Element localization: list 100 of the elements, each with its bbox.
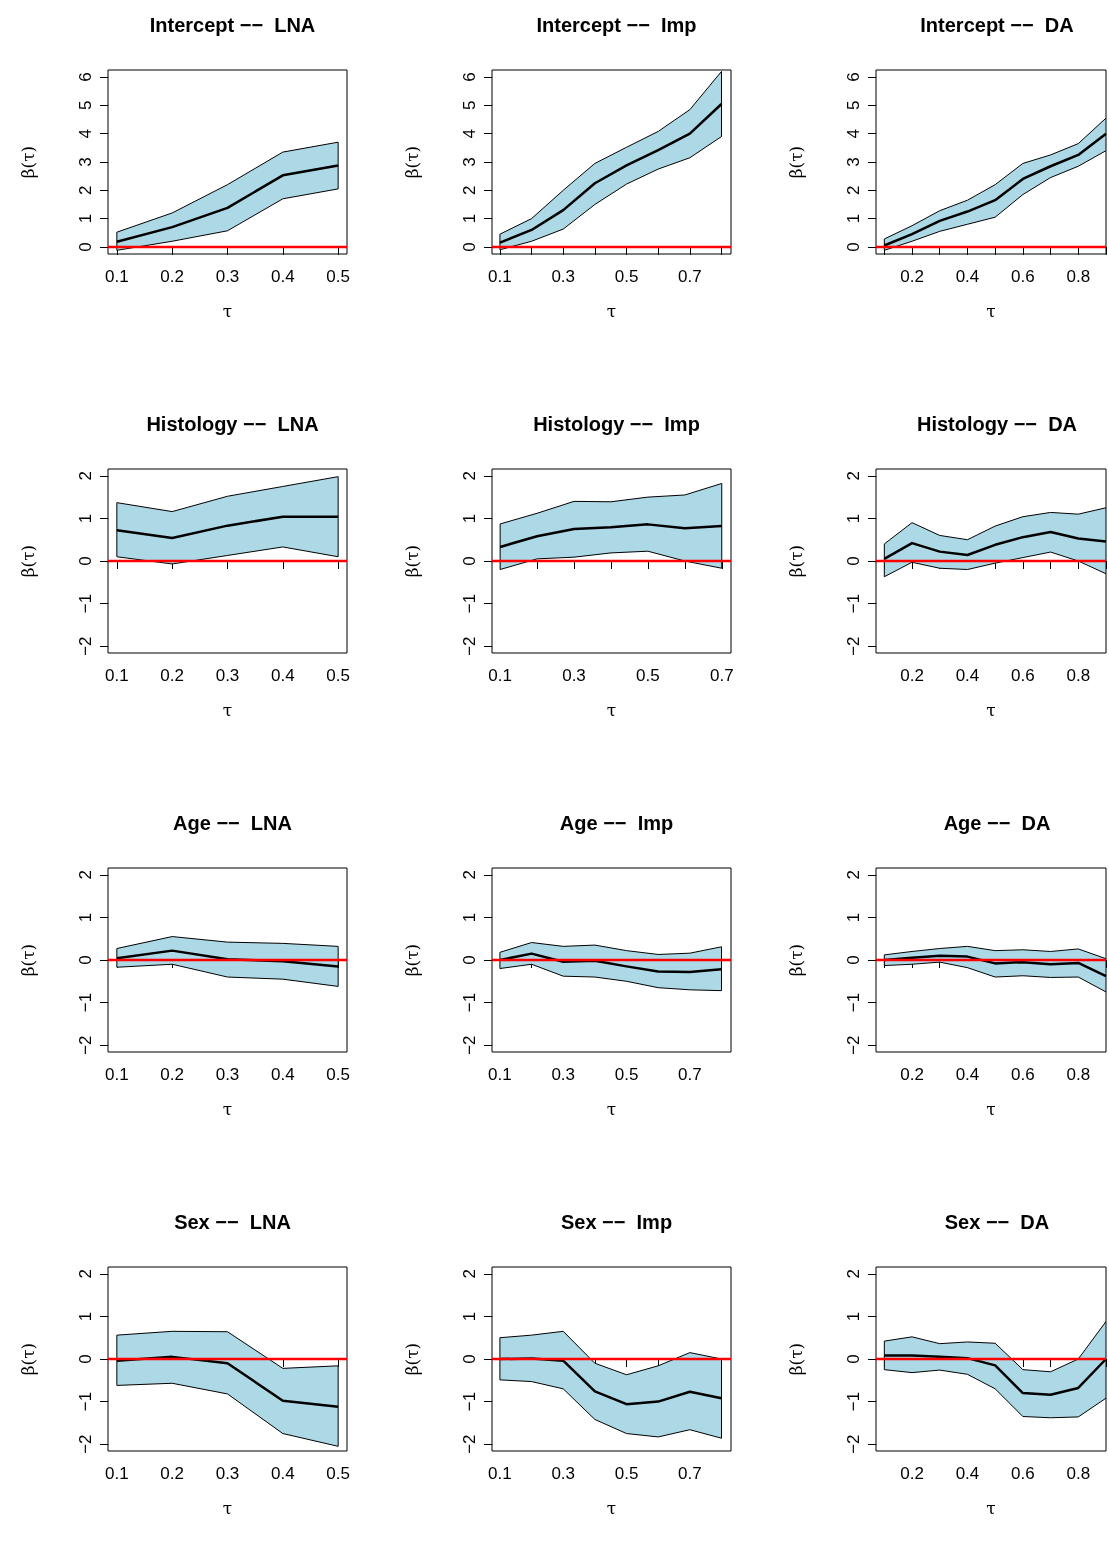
x-tick-label: 0.1 (488, 1464, 512, 1483)
chart-title: Histology −− Imp (533, 413, 700, 435)
x-tick-label: 0.2 (160, 267, 184, 286)
y-tick-label: 0 (844, 556, 863, 566)
y-tick-label: −1 (76, 593, 95, 614)
x-tick-label: 0.7 (678, 1464, 702, 1483)
y-tick-label: 1 (76, 1311, 95, 1322)
x-tick-label: 0.3 (551, 267, 576, 286)
y-tick-label: 2 (844, 185, 863, 196)
x-tick-label: 0.4 (955, 1464, 980, 1483)
y-tick-label: −2 (460, 636, 479, 656)
x-tick-label: 0.2 (900, 1464, 924, 1483)
y-tick-label: 0 (460, 955, 479, 965)
y-tick-label: −2 (76, 1035, 95, 1055)
y-tick-label: −1 (460, 593, 479, 614)
y-tick-label: 1 (460, 513, 479, 524)
y-tick-label: 1 (844, 213, 863, 224)
y-axis-title: β(τ) (17, 145, 38, 179)
x-axis-title: τ (606, 1497, 617, 1518)
y-tick-label: −1 (460, 1391, 479, 1412)
y-tick-label: −2 (844, 1035, 863, 1055)
y-tick-label: 6 (76, 72, 95, 82)
x-tick-label: 0.4 (955, 666, 980, 685)
y-tick-label: −2 (844, 636, 863, 656)
x-tick-label: 0.6 (1011, 267, 1035, 286)
y-tick-label: −2 (76, 1434, 95, 1454)
y-tick-label: 4 (76, 128, 95, 139)
x-axis-title: τ (986, 1497, 996, 1518)
y-tick-label: −2 (460, 1035, 479, 1055)
x-tick-label: 0.2 (900, 1065, 924, 1084)
x-axis-title: τ (606, 1098, 617, 1119)
x-tick-label: 0.7 (678, 1065, 702, 1084)
x-tick-label: 0.4 (955, 1065, 980, 1084)
chart-title: Intercept −− DA (920, 14, 1074, 36)
x-tick-label: 0.8 (1066, 666, 1091, 685)
x-tick-label: 0.5 (636, 666, 660, 685)
x-tick-label: 0.5 (326, 1065, 350, 1084)
x-tick-label: 0.4 (271, 666, 295, 685)
chart-title: Sex −− LNA (174, 1211, 291, 1233)
chart-title: Age −− DA (943, 812, 1051, 834)
x-tick-label: 0.8 (1066, 267, 1091, 286)
y-tick-label: 1 (460, 912, 479, 923)
chart-title: Intercept −− Imp (536, 14, 697, 36)
y-axis-title: β(τ) (401, 544, 422, 578)
x-tick-label: 0.4 (271, 1464, 295, 1483)
x-tick-label: 0.4 (271, 1065, 295, 1084)
x-tick-label: 0.1 (105, 666, 129, 685)
y-tick-label: 2 (844, 471, 863, 481)
y-tick-label: 2 (844, 870, 863, 880)
x-tick-label: 0.6 (1011, 666, 1035, 685)
x-tick-label: 0.3 (551, 1065, 576, 1084)
chart-title: Histology −− LNA (146, 413, 319, 435)
y-tick-label: 4 (460, 128, 479, 139)
x-tick-label: 0.5 (326, 1464, 350, 1483)
y-tick-label: 0 (460, 242, 479, 252)
y-axis-title: β(τ) (401, 1342, 422, 1376)
x-tick-label: 0.3 (562, 666, 586, 685)
x-tick-label: 0.3 (551, 1464, 576, 1483)
y-tick-label: −1 (76, 992, 95, 1013)
y-axis-title: β(τ) (785, 1342, 806, 1376)
y-tick-label: 6 (460, 72, 479, 82)
y-tick-label: 2 (76, 870, 95, 880)
y-tick-label: 2 (76, 471, 95, 481)
x-tick-label: 0.2 (160, 1065, 184, 1084)
y-tick-label: 1 (844, 912, 863, 923)
y-tick-label: 0 (460, 1354, 479, 1364)
y-tick-label: 5 (844, 100, 863, 111)
y-tick-label: 1 (460, 213, 479, 224)
chart-title: Sex −− DA (944, 1211, 1050, 1233)
x-tick-label: 0.3 (215, 666, 240, 685)
y-tick-label: 5 (76, 100, 95, 111)
y-tick-label: −1 (844, 992, 863, 1013)
y-tick-label: 1 (844, 513, 863, 524)
x-tick-label: 0.1 (488, 267, 512, 286)
x-tick-label: 0.5 (326, 267, 350, 286)
chart-title: Age −− Imp (559, 812, 674, 834)
x-axis-title: τ (222, 300, 233, 321)
x-tick-label: 0.6 (1011, 1065, 1035, 1084)
y-tick-label: 2 (460, 1269, 479, 1279)
y-tick-label: −1 (76, 1391, 95, 1412)
x-tick-label: 0.3 (215, 1065, 240, 1084)
y-tick-label: 1 (76, 912, 95, 923)
x-axis-title: τ (222, 1098, 233, 1119)
x-axis-title: τ (222, 699, 233, 720)
y-tick-label: 0 (76, 556, 95, 566)
x-axis-title: τ (986, 1098, 996, 1119)
y-tick-label: 0 (76, 955, 95, 965)
y-tick-label: 6 (844, 72, 863, 82)
y-tick-label: 1 (76, 513, 95, 524)
chart-title: Age −− LNA (173, 812, 292, 834)
y-axis-title: β(τ) (785, 544, 806, 578)
y-tick-label: 0 (460, 556, 479, 566)
x-tick-label: 0.2 (900, 267, 924, 286)
x-tick-label: 0.1 (488, 666, 512, 685)
y-axis-title: β(τ) (785, 943, 806, 977)
x-tick-label: 0.8 (1066, 1464, 1091, 1483)
x-tick-label: 0.1 (105, 267, 129, 286)
x-tick-label: 0.1 (105, 1464, 129, 1483)
x-axis-title: τ (606, 300, 617, 321)
y-tick-label: 2 (76, 185, 95, 196)
